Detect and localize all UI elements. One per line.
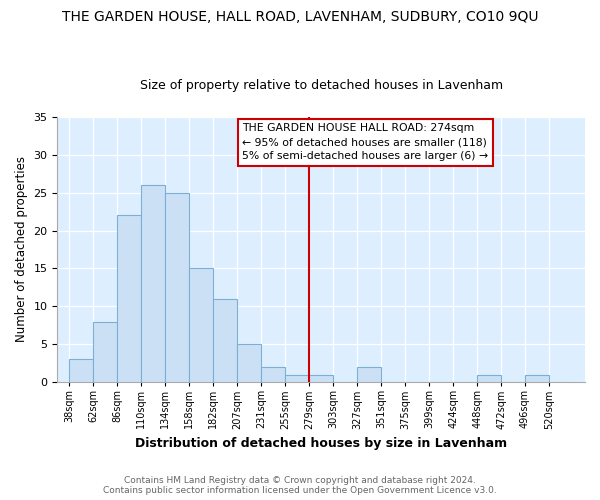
Text: Contains HM Land Registry data © Crown copyright and database right 2024.
Contai: Contains HM Land Registry data © Crown c…: [103, 476, 497, 495]
Text: THE GARDEN HOUSE HALL ROAD: 274sqm
← 95% of detached houses are smaller (118)
5%: THE GARDEN HOUSE HALL ROAD: 274sqm ← 95%…: [242, 124, 488, 162]
Bar: [213, 299, 237, 382]
Bar: [261, 367, 285, 382]
Bar: [94, 322, 118, 382]
Bar: [70, 360, 94, 382]
Bar: [525, 374, 549, 382]
Bar: [357, 367, 381, 382]
Text: THE GARDEN HOUSE, HALL ROAD, LAVENHAM, SUDBURY, CO10 9QU: THE GARDEN HOUSE, HALL ROAD, LAVENHAM, S…: [62, 10, 538, 24]
Bar: [142, 185, 166, 382]
Bar: [166, 192, 190, 382]
Bar: [309, 374, 333, 382]
Y-axis label: Number of detached properties: Number of detached properties: [15, 156, 28, 342]
Bar: [477, 374, 501, 382]
Bar: [190, 268, 213, 382]
Bar: [237, 344, 261, 382]
Bar: [118, 216, 142, 382]
Title: Size of property relative to detached houses in Lavenham: Size of property relative to detached ho…: [140, 79, 503, 92]
X-axis label: Distribution of detached houses by size in Lavenham: Distribution of detached houses by size …: [135, 437, 507, 450]
Bar: [285, 374, 309, 382]
